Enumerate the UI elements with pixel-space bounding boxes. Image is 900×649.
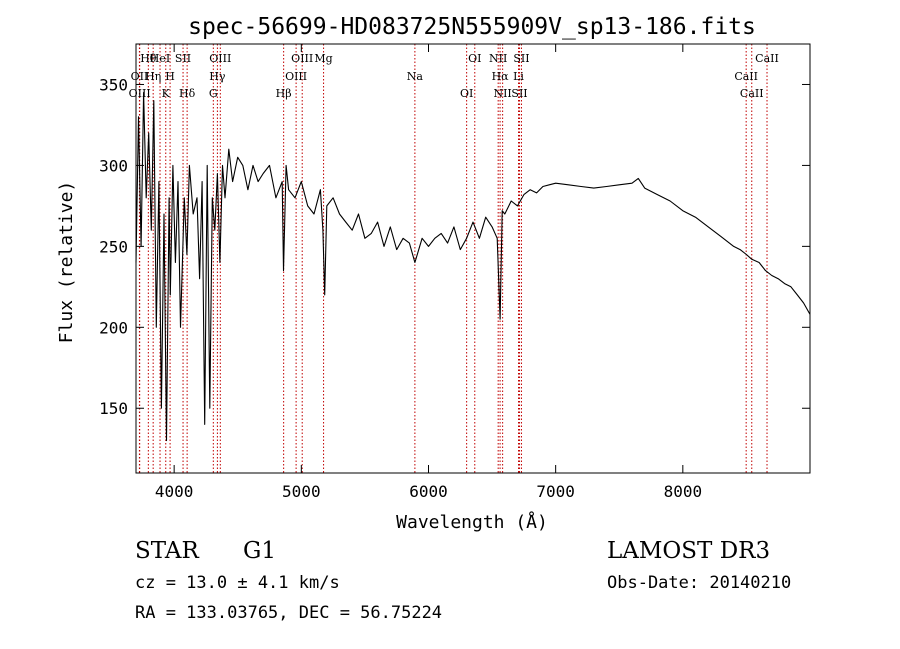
spectral-line-label: OIII xyxy=(291,52,313,65)
spectral-line-label: OII xyxy=(131,70,149,83)
spectral-line-label: OIII xyxy=(285,70,307,83)
spectral-line-label: NII xyxy=(493,87,511,100)
spectral-line-label: Na xyxy=(407,70,424,83)
spectral-line-label: SII xyxy=(513,52,529,65)
x-tick-label: 4000 xyxy=(155,482,194,501)
spectral-line-label: Hβ xyxy=(276,87,292,100)
y-tick-label: 250 xyxy=(99,237,128,256)
spectral-line-label: SII xyxy=(511,87,527,100)
chart-title: spec-56699-HD083725N555909V_sp13-186.fit… xyxy=(188,14,756,40)
spectral-line-label: CaII xyxy=(740,87,764,100)
spectral-line-label: OI xyxy=(468,52,481,65)
y-axis: 150 200 250 300 350 xyxy=(99,75,810,418)
spectral-line-label: Hα xyxy=(492,70,510,83)
spectral-line-label: K xyxy=(162,87,171,100)
spectral-line-label: OIII xyxy=(129,87,151,100)
coordinates: RA = 133.03765, DEC = 56.75224 xyxy=(135,603,443,623)
spectral-line-label: Hθ xyxy=(140,52,157,65)
y-tick-label: 150 xyxy=(99,399,128,418)
x-tick-label: 6000 xyxy=(409,482,448,501)
spectral-line-label: Li xyxy=(513,70,524,83)
plot-frame xyxy=(135,43,811,474)
object-class: STAR xyxy=(135,538,199,564)
x-tick-label: 8000 xyxy=(664,482,703,501)
spectral-line-label: CaII xyxy=(734,70,758,83)
y-axis-label: Flux (relative) xyxy=(56,181,77,344)
spectral-line-label: OIII xyxy=(209,52,231,65)
spectral-line-label: Hη xyxy=(145,70,161,83)
spectral-lines xyxy=(138,44,768,473)
x-axis-label: Wavelength (Å) xyxy=(396,511,548,533)
spectral-line-label: NII xyxy=(489,52,507,65)
spectral-line-label: Hδ xyxy=(179,87,196,100)
y-tick-label: 200 xyxy=(99,318,128,337)
x-axis: 4000 5000 6000 7000 8000 xyxy=(155,44,702,501)
spectral-line-label: Mg xyxy=(314,52,332,65)
x-tick-label: 7000 xyxy=(536,482,575,501)
object-subclass: G1 xyxy=(243,538,277,564)
spectral-line-label: SII xyxy=(175,52,191,65)
spectral-line-labels: HθOIIOIIIHeIHηKSIIHHδOIIIHγGOIIIOIIIHβMg… xyxy=(129,52,779,100)
observation-date: Obs-Date: 20140210 xyxy=(607,573,792,593)
y-tick-label: 350 xyxy=(99,75,128,94)
y-tick-label: 300 xyxy=(99,156,128,175)
flux-line xyxy=(135,92,811,442)
spectral-line-label: HeI xyxy=(150,52,170,65)
spectral-line-label: H xyxy=(165,70,175,83)
spectral-line-label: G xyxy=(209,87,218,100)
spectral-line-label: CaII xyxy=(755,52,779,65)
survey-name: LAMOST DR3 xyxy=(607,538,771,564)
x-tick-label: 5000 xyxy=(282,482,321,501)
redshift-value: cz = 13.0 ± 4.1 km/s xyxy=(135,573,340,593)
spectral-line-label: OI xyxy=(460,87,473,100)
flux-series xyxy=(135,92,811,442)
spectral-line-label: Hγ xyxy=(209,70,226,83)
